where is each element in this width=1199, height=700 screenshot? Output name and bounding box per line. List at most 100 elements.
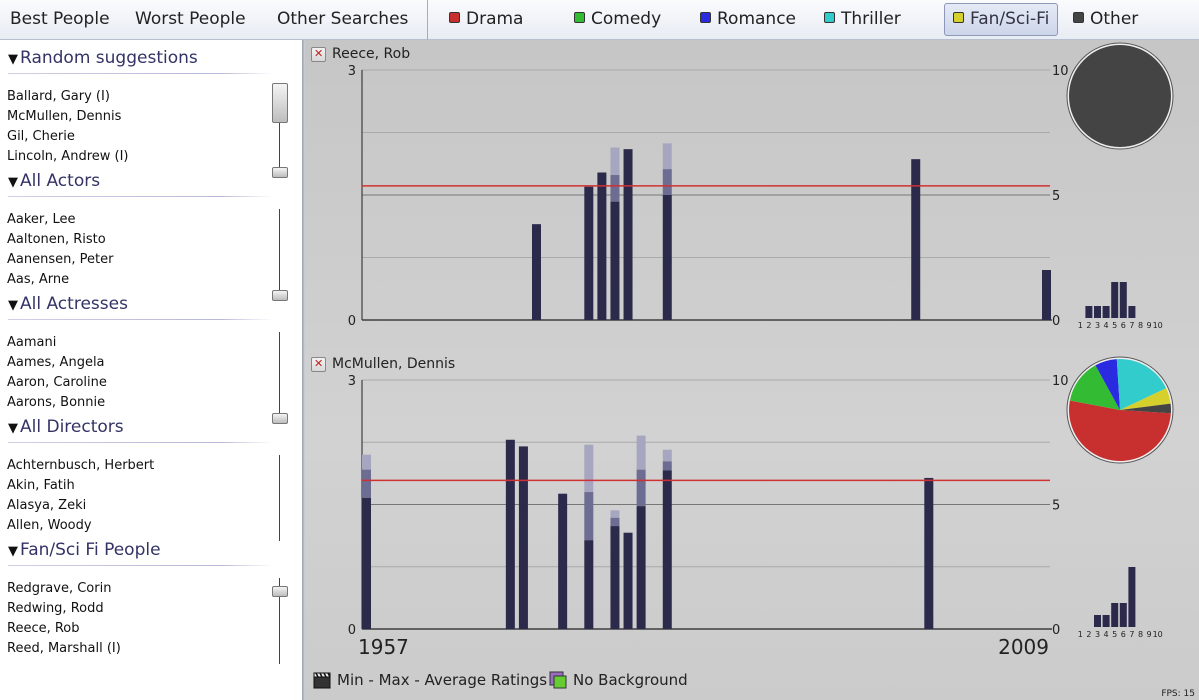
- chart-1-person-name: Reece, Rob: [332, 46, 411, 62]
- list-scrollbar-thumb[interactable]: [272, 586, 288, 597]
- collapse-triangle-icon: ▼: [8, 544, 18, 559]
- person-list-item[interactable]: Allen, Woody: [7, 518, 92, 533]
- pie-slice: [1068, 400, 1171, 462]
- y-tick-label: 3: [348, 374, 356, 389]
- person-list-item[interactable]: Akin, Fatih: [7, 478, 75, 493]
- section-title: Fan/Sci Fi People: [20, 540, 161, 560]
- drama-swatch-icon: [449, 12, 460, 23]
- person-list-item[interactable]: Redwing, Rodd: [7, 601, 104, 616]
- clapperboard-icon: [313, 672, 331, 689]
- min-rating-bar: [610, 201, 620, 320]
- section-divider: [8, 196, 273, 197]
- min-rating-bar: [532, 224, 541, 320]
- max-rating-bar: [662, 143, 672, 170]
- pie-slice: [1069, 45, 1171, 147]
- genre-label: Comedy: [591, 9, 662, 29]
- genre-toggle-other[interactable]: Other: [1073, 0, 1138, 38]
- pie-slice: [1069, 365, 1120, 410]
- person-list-item[interactable]: Aas, Arne: [7, 272, 70, 287]
- section-header-3[interactable]: ▼ All Directors: [8, 417, 124, 437]
- chart-2-person-name: McMullen, Dennis: [332, 356, 456, 372]
- min-rating-bar: [505, 439, 515, 629]
- genre-toggle-thriller[interactable]: Thriller: [824, 0, 901, 38]
- person-list-item[interactable]: Reece, Rob: [7, 621, 80, 636]
- best-people-button[interactable]: Best People: [10, 9, 110, 29]
- ratings-mode-label: Min - Max - Average Ratings: [337, 671, 548, 689]
- person-list-item[interactable]: Aanensen, Peter: [7, 252, 114, 267]
- x-end-year-label: 2009: [998, 635, 1049, 659]
- section-header-4[interactable]: ▼ Fan/Sci Fi People: [8, 540, 161, 560]
- person-list-item[interactable]: Redgrave, Corin: [7, 581, 112, 596]
- person-list-item[interactable]: Aaker, Lee: [7, 212, 76, 227]
- max-rating-bar: [610, 147, 620, 175]
- min-rating-bar: [610, 526, 620, 629]
- genre-label: Romance: [717, 9, 797, 29]
- histogram-tick-label: 7: [1129, 321, 1134, 330]
- list-scrollbar-thumb[interactable]: [272, 83, 288, 123]
- collapse-triangle-icon: ▼: [8, 421, 18, 436]
- y-tick-label: 0: [348, 314, 356, 329]
- person-list-item[interactable]: Aaltonen, Risto: [7, 232, 106, 247]
- toolbar-divider: [427, 0, 428, 40]
- min-rating-bar: [636, 506, 646, 629]
- section-header-2[interactable]: ▼ All Actresses: [8, 294, 128, 314]
- genre-toggle-romance[interactable]: Romance: [700, 0, 796, 38]
- person-list-item[interactable]: Gil, Cherie: [7, 129, 75, 144]
- close-chart-1-icon[interactable]: [311, 47, 326, 62]
- person-list-item[interactable]: Reed, Marshall (I): [7, 641, 121, 656]
- right-tick-label: 5: [1052, 499, 1060, 514]
- right-tick-label: 0: [1052, 314, 1060, 329]
- list-scrollbar-track[interactable]: [279, 578, 280, 664]
- person-list-item[interactable]: McMullen, Dennis: [7, 109, 122, 124]
- list-scrollbar-track[interactable]: [279, 455, 280, 541]
- list-scrollbar-track[interactable]: [279, 86, 280, 172]
- list-scrollbar-thumb[interactable]: [272, 167, 288, 178]
- ratings-mode-button[interactable]: Min - Max - Average Ratings: [313, 671, 547, 689]
- min-rating-bar: [662, 195, 672, 320]
- min-rating-bar: [662, 470, 672, 629]
- histogram-tick-label: 6: [1121, 321, 1126, 330]
- max-rating-bar: [584, 444, 594, 493]
- genre-toggle-fan-sci-fi[interactable]: Fan/Sci-Fi: [944, 3, 1059, 36]
- histogram-tick-label: 10: [1153, 630, 1163, 639]
- person-list-item[interactable]: Alasya, Zeki: [7, 498, 87, 513]
- section-header-0[interactable]: ▼ Random suggestions: [8, 48, 198, 68]
- person-list-item[interactable]: Aaron, Caroline: [7, 375, 107, 390]
- pie-slice: [1120, 403, 1171, 414]
- person-list-item[interactable]: Aarons, Bonnie: [7, 395, 106, 410]
- background-toggle-button[interactable]: No Background: [549, 671, 688, 689]
- list-scrollbar-track[interactable]: [279, 332, 280, 418]
- other-searches-button[interactable]: Other Searches: [277, 9, 409, 29]
- min-rating-bar: [362, 497, 371, 629]
- section-title: Random suggestions: [20, 48, 198, 68]
- min-rating-bar: [584, 540, 594, 629]
- histogram-tick-label: 4: [1104, 630, 1109, 639]
- list-scrollbar-thumb[interactable]: [272, 290, 288, 301]
- min-rating-bar: [924, 477, 934, 629]
- person-list-item[interactable]: Aames, Angela: [7, 355, 105, 370]
- avg-rating-bar: [584, 492, 594, 541]
- histogram-tick-label: 3: [1095, 321, 1100, 330]
- histogram-tick-label: 8: [1138, 630, 1143, 639]
- worst-people-button[interactable]: Worst People: [135, 9, 246, 29]
- list-scrollbar-thumb[interactable]: [272, 413, 288, 424]
- min-rating-bar: [623, 532, 633, 629]
- genre-toggle-drama[interactable]: Drama: [449, 0, 523, 38]
- list-scrollbar-track[interactable]: [279, 209, 280, 295]
- genre-toggle-comedy[interactable]: Comedy: [574, 0, 661, 38]
- person-list-item[interactable]: Achternbusch, Herbert: [7, 458, 155, 473]
- min-rating-bar: [623, 149, 633, 320]
- histogram-bar: [1094, 306, 1101, 318]
- person-list-item[interactable]: Lincoln, Andrew (I): [7, 149, 129, 164]
- pie-slice: [1120, 388, 1171, 410]
- close-chart-2-icon[interactable]: [311, 357, 326, 372]
- max-rating-bar: [662, 449, 672, 462]
- person-list-item[interactable]: Aamani: [7, 335, 57, 350]
- histogram-tick-label: 10: [1153, 321, 1163, 330]
- right-tick-label: 10: [1052, 64, 1069, 79]
- histogram-bar: [1102, 306, 1110, 318]
- histogram-tick-label: 2: [1086, 321, 1091, 330]
- section-header-1[interactable]: ▼ All Actors: [8, 171, 100, 191]
- person-list-item[interactable]: Ballard, Gary (I): [7, 89, 110, 104]
- collapse-triangle-icon: ▼: [8, 52, 18, 67]
